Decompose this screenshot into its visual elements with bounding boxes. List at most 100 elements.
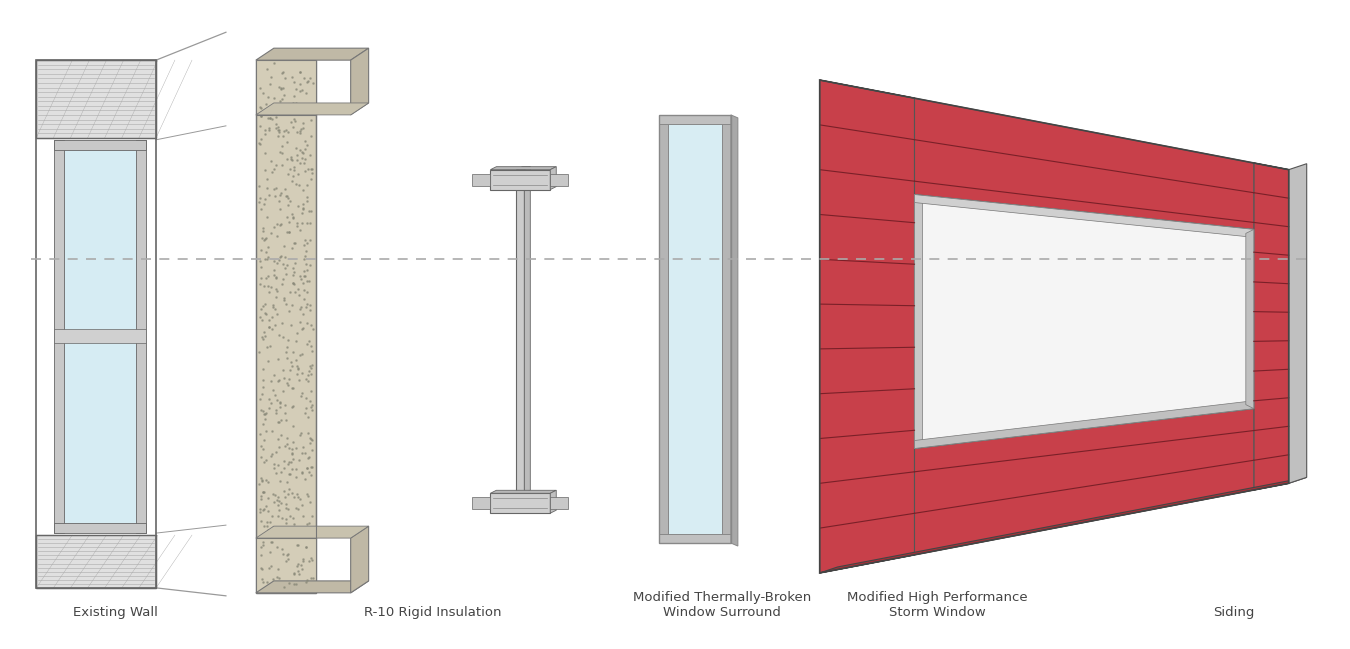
Point (266, 160, 288, 170)
Point (281, 299, 302, 310)
Point (265, 549, 286, 559)
Point (250, 83, 271, 93)
Point (273, 456, 294, 466)
Point (263, 93, 285, 103)
Point (289, 430, 310, 441)
Point (255, 414, 277, 424)
Point (298, 205, 320, 215)
Point (279, 117, 301, 127)
Point (294, 245, 316, 256)
Point (250, 102, 271, 112)
Polygon shape (256, 581, 369, 593)
Point (261, 100, 282, 110)
Point (294, 393, 316, 403)
Point (261, 228, 282, 238)
Point (278, 306, 300, 317)
Point (278, 217, 300, 228)
Point (300, 434, 321, 444)
Point (255, 273, 277, 283)
Point (250, 441, 271, 452)
Point (269, 125, 290, 135)
Point (262, 536, 284, 546)
Point (273, 582, 294, 593)
Point (284, 97, 305, 108)
Point (279, 87, 301, 97)
Point (271, 278, 293, 289)
Point (271, 160, 293, 171)
Point (250, 103, 271, 113)
Point (277, 212, 298, 222)
Point (258, 563, 279, 574)
Point (265, 447, 286, 457)
Point (292, 511, 313, 521)
Point (301, 445, 323, 455)
Polygon shape (472, 497, 490, 509)
Point (288, 539, 309, 550)
Point (293, 294, 315, 304)
Point (265, 408, 286, 418)
Point (254, 199, 275, 209)
Point (282, 531, 304, 541)
Point (261, 86, 282, 96)
Polygon shape (256, 48, 369, 60)
Polygon shape (819, 80, 914, 573)
Polygon shape (256, 538, 316, 593)
Point (251, 332, 273, 342)
Point (259, 112, 281, 123)
Point (251, 110, 273, 121)
Point (288, 569, 309, 579)
Point (284, 116, 305, 126)
Point (275, 517, 297, 528)
Point (271, 513, 293, 523)
Point (261, 90, 282, 100)
Point (252, 226, 274, 236)
Point (285, 107, 306, 117)
Point (252, 544, 274, 554)
Point (290, 99, 312, 109)
Point (290, 448, 312, 458)
Point (274, 440, 296, 450)
Point (290, 493, 312, 504)
Polygon shape (659, 115, 730, 124)
Point (298, 565, 320, 576)
Point (300, 218, 321, 228)
Point (270, 430, 292, 440)
Point (281, 209, 302, 219)
Polygon shape (54, 523, 146, 533)
Point (275, 191, 297, 201)
Point (300, 539, 321, 549)
Point (273, 548, 294, 559)
Point (269, 147, 290, 157)
Point (254, 457, 275, 467)
Point (286, 336, 308, 347)
Point (286, 503, 308, 513)
Point (278, 582, 300, 593)
Point (251, 232, 273, 243)
Point (289, 84, 310, 95)
Point (277, 459, 298, 470)
Point (267, 376, 289, 386)
Polygon shape (516, 169, 524, 493)
Point (274, 486, 296, 496)
Polygon shape (36, 60, 157, 138)
Point (266, 101, 288, 112)
Polygon shape (659, 534, 730, 543)
Point (292, 96, 313, 106)
Point (250, 134, 271, 144)
Point (292, 324, 313, 334)
Point (288, 93, 309, 104)
Point (278, 469, 300, 479)
Point (296, 575, 317, 585)
Point (263, 164, 285, 174)
Point (259, 286, 281, 297)
Point (256, 342, 278, 352)
Point (274, 73, 296, 83)
Point (286, 218, 308, 228)
Point (266, 183, 288, 193)
Point (282, 421, 304, 431)
Point (263, 389, 285, 400)
Point (252, 530, 274, 540)
Point (301, 168, 323, 178)
Point (302, 78, 324, 88)
Point (266, 541, 288, 552)
